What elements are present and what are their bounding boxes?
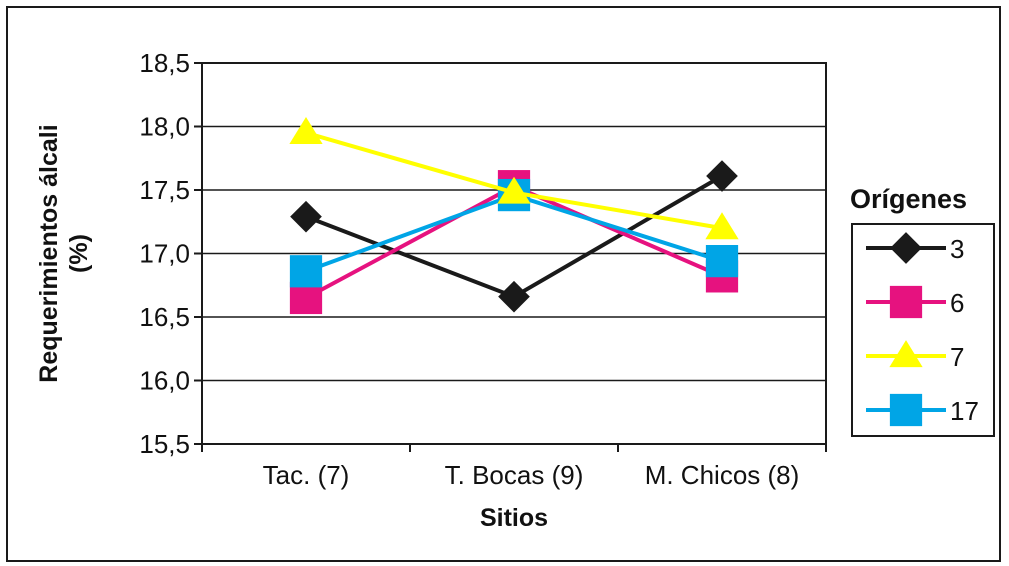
x-tick-label: T. Bocas (9) — [445, 460, 584, 490]
legend-label: 7 — [950, 342, 964, 372]
y-tick-label: 16,0 — [139, 366, 190, 396]
data-point — [498, 280, 530, 313]
y-tick-label: 15,5 — [139, 429, 190, 459]
legend-marker — [890, 232, 922, 264]
plot-area — [201, 62, 827, 445]
legend-box — [851, 223, 995, 437]
legend-label: 6 — [950, 288, 964, 318]
x-axis-ticks: Tac. (7) T. Bocas (9) M. Chicos (8) — [201, 444, 827, 490]
y-axis-ticks: 18,5 18,0 17,5 17,0 16,5 16,0 15,5 — [139, 48, 202, 459]
legend-item: 3 — [866, 232, 964, 264]
y-tick-label: 17,0 — [139, 239, 190, 269]
data-point — [705, 212, 739, 240]
legend-title: Orígenes — [850, 184, 967, 214]
legend-marker — [889, 285, 923, 319]
legend-item: 17 — [866, 393, 979, 427]
x-tick-label: Tac. (7) — [263, 460, 350, 490]
y-tick-label: 17,5 — [139, 175, 190, 205]
chart-frame — [6, 6, 1001, 562]
data-point — [706, 160, 738, 192]
y-tick-label: 16,5 — [139, 302, 190, 332]
y-tick-label: 18,0 — [139, 112, 190, 142]
legend-item: 7 — [866, 340, 964, 372]
data-point — [289, 255, 323, 288]
data-point — [705, 245, 739, 278]
data-point — [290, 200, 322, 233]
y-axis-title-line-2: (%) — [65, 234, 93, 273]
legend-item: 6 — [866, 285, 964, 319]
legend: 3 6 7 17 — [851, 223, 995, 437]
series-7 — [289, 117, 739, 240]
x-tick-label: M. Chicos (8) — [645, 460, 800, 490]
y-tick-label: 18,5 — [139, 48, 190, 78]
legend-marker — [889, 340, 923, 368]
x-axis-title: Sitios — [480, 504, 548, 532]
y-axis-title-line-1: Requerimientos álcali — [35, 124, 63, 382]
legend-label: 3 — [950, 234, 964, 264]
series-group — [289, 117, 739, 315]
data-point — [497, 176, 531, 204]
legend-label: 17 — [950, 396, 979, 426]
data-point — [289, 117, 323, 144]
legend-marker — [889, 393, 923, 427]
